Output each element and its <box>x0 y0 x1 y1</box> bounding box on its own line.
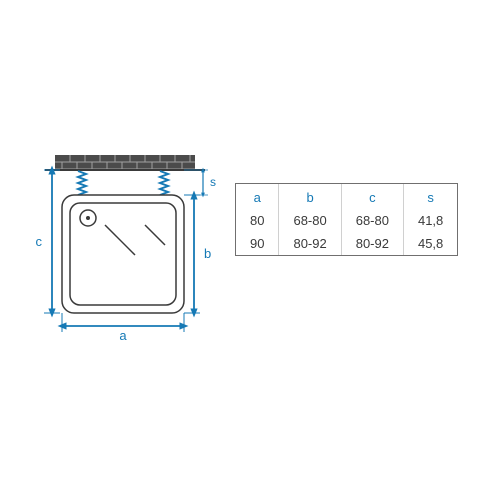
dimensions-table: abcs8068-8068-8041,89080-9280-9245,8 <box>235 183 458 256</box>
col-header-c: c <box>341 184 403 209</box>
spring-right <box>160 171 168 195</box>
col-header-s: s <box>403 184 457 209</box>
wall <box>45 155 205 170</box>
spring-left <box>78 171 86 195</box>
svg-text:c: c <box>36 234 43 249</box>
dim-a: a <box>62 313 184 343</box>
dim-b: b <box>184 195 211 313</box>
svg-text:s: s <box>210 175 216 189</box>
table-row: 8068-8068-8041,8 <box>236 209 457 232</box>
tray <box>62 195 184 313</box>
dim-c: c <box>36 170 61 313</box>
svg-text:a: a <box>119 328 127 343</box>
dim-s: s <box>184 170 216 195</box>
col-header-b: b <box>279 184 341 209</box>
col-header-a: a <box>236 184 279 209</box>
table-row: 9080-9280-9245,8 <box>236 232 457 255</box>
svg-text:b: b <box>204 246 211 261</box>
